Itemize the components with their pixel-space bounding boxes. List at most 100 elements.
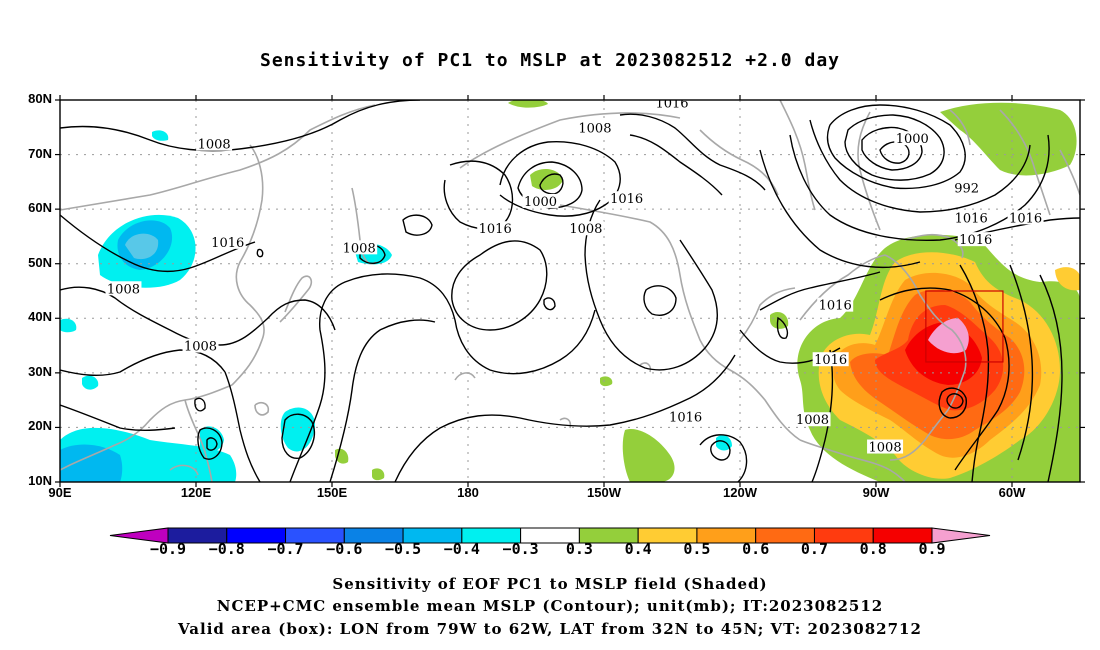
colorbar-tick-label: 0.4 xyxy=(624,540,652,558)
mslp-contour xyxy=(60,404,176,431)
coastline xyxy=(857,111,881,231)
caption-line-2: NCEP+CMC ensemble mean MSLP (Contour); u… xyxy=(216,597,884,615)
colorbar-tick-label: −0.8 xyxy=(208,540,245,558)
coastline xyxy=(779,100,816,211)
coastline xyxy=(799,439,906,482)
mslp-contour xyxy=(224,371,261,482)
negative-shade-patch xyxy=(152,130,169,141)
mslp-contour xyxy=(710,440,731,461)
mslp-contour xyxy=(256,248,264,258)
lat-label: 40N xyxy=(28,309,52,325)
contour-label-bg xyxy=(522,193,559,208)
contour-label-bg xyxy=(105,281,142,296)
mslp-contour xyxy=(289,273,596,482)
contour-label: 1008 xyxy=(578,121,611,136)
contour-label: 1016 xyxy=(955,211,988,226)
mslp-contour xyxy=(826,104,966,190)
contour-label: 1016 xyxy=(479,222,512,237)
colorbar-tick-label: −0.4 xyxy=(443,540,480,558)
mslp-contour xyxy=(619,113,766,191)
mslp-contour xyxy=(281,413,316,459)
lon-label: 150W xyxy=(587,485,621,500)
contour-label-bg xyxy=(196,136,233,151)
valid-area-box xyxy=(925,290,1004,363)
contour-label-bg xyxy=(576,120,613,135)
mslp-contour xyxy=(629,134,723,196)
lon-label: 120W xyxy=(723,485,757,500)
coastline xyxy=(559,204,801,441)
colorbar-tick-label: −0.7 xyxy=(267,540,304,558)
contour-label: 1000 xyxy=(524,195,557,210)
contour-label: 1000 xyxy=(896,132,929,147)
mslp-contour xyxy=(759,271,881,311)
contour-label-bg xyxy=(1007,210,1044,225)
contour-label-bg xyxy=(209,234,246,249)
contour-label-bg xyxy=(953,210,990,225)
lon-label: 90W xyxy=(862,485,890,500)
lat-label: 70N xyxy=(28,145,52,161)
contour-label-bg xyxy=(957,232,994,247)
coastline xyxy=(799,254,886,321)
lat-label: 60N xyxy=(28,200,52,216)
mslp-contour xyxy=(789,134,1050,242)
negative-shade-patch xyxy=(82,375,99,390)
mslp-contour xyxy=(539,173,564,195)
contour-label: 1016 xyxy=(959,233,992,248)
colorbar-tick-label: 0.8 xyxy=(859,540,887,558)
negative-shade-patch xyxy=(60,444,123,482)
contour-label: 992 xyxy=(954,181,979,196)
mslp-contour xyxy=(879,287,1010,471)
coastline xyxy=(459,112,681,169)
positive-shade-patch xyxy=(1055,267,1080,291)
caption-line-3: Valid area (box): LON from 79W to 62W, L… xyxy=(178,620,922,638)
mslp-contour xyxy=(60,349,226,377)
contour-label-bg xyxy=(341,240,378,255)
contour-label: 1008 xyxy=(198,138,231,153)
positive-shade-patch xyxy=(508,100,548,108)
positive-shade-patch xyxy=(940,102,1077,176)
coastline xyxy=(739,287,796,341)
negative-shade-patch xyxy=(716,435,732,451)
contour-label: 1016 xyxy=(655,97,688,112)
lat-label: 50N xyxy=(28,254,52,270)
coastline xyxy=(884,254,967,411)
mslp-contour xyxy=(861,126,923,171)
lat-label: 30N xyxy=(28,363,52,379)
colorbar-tick-label: −0.5 xyxy=(385,540,422,558)
contour-label: 1008 xyxy=(869,441,902,456)
positive-shade-patch xyxy=(770,312,789,329)
contour-label-bg xyxy=(812,352,849,367)
negative-shade-patch xyxy=(60,318,77,333)
mslp-contour xyxy=(499,140,621,217)
mslp-contour xyxy=(543,297,556,311)
mslp-contour xyxy=(776,316,789,339)
contour-label: 1008 xyxy=(184,340,217,355)
lon-label: 180 xyxy=(457,485,479,500)
coastline xyxy=(1059,149,1080,196)
mslp-contour xyxy=(759,149,921,269)
coastline xyxy=(60,384,233,471)
contour-label-bg xyxy=(477,221,514,236)
mslp-contour xyxy=(219,299,336,346)
caption-line-1: Sensitivity of EOF PC1 to MSLP field (Sh… xyxy=(332,575,768,593)
contour-label: 1016 xyxy=(819,299,852,314)
positive-shade-patch xyxy=(372,468,385,481)
coastline xyxy=(231,144,265,386)
negative-shade-patch xyxy=(125,233,159,260)
colorbar-right-arrow xyxy=(931,527,991,544)
contour-label-bg xyxy=(182,338,219,353)
mslp-contour xyxy=(206,437,218,451)
mslp-contour xyxy=(60,214,256,273)
mslp-contour xyxy=(329,319,436,482)
colorbar-tick-label: −0.3 xyxy=(502,540,539,558)
contour-label: 1016 xyxy=(211,236,244,251)
positive-shade-patch xyxy=(600,376,613,387)
mslp-contour xyxy=(584,199,719,371)
coastline xyxy=(999,109,1051,216)
mslp-contour xyxy=(643,285,677,316)
mslp-contour xyxy=(938,387,967,419)
positive-shade-patch xyxy=(928,318,969,354)
colorbar-tick-label: 0.9 xyxy=(918,540,946,558)
coastline xyxy=(454,372,476,381)
lon-label: 120E xyxy=(180,485,212,500)
